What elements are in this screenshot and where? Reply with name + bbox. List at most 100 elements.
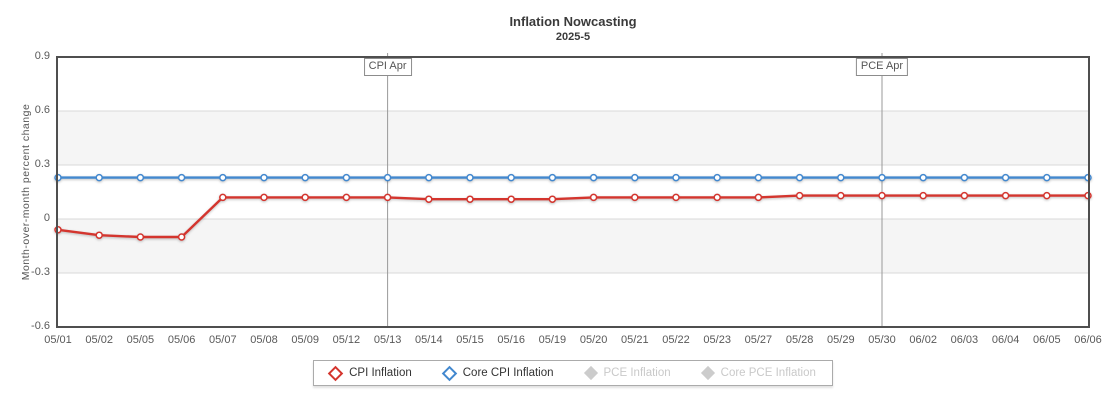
marker-core-cpi-inflation: [837, 173, 845, 182]
chart-title: Inflation Nowcasting: [509, 14, 637, 29]
marker-core-cpi-inflation: [177, 173, 186, 182]
marker-cpi-inflation: [960, 191, 969, 200]
x-tick-label: 05/29: [827, 334, 855, 346]
marker-core-cpi-inflation: [95, 173, 103, 182]
marker-cpi-inflation: [383, 193, 392, 202]
marker-cpi-inflation: [136, 233, 145, 241]
x-tick-label: 05/16: [497, 334, 525, 346]
y-tick-label: 0.9: [34, 50, 50, 62]
marker-cpi-inflation: [754, 193, 763, 202]
marker-cpi-inflation: [177, 233, 186, 241]
legend-item-core-cpi-inflation[interactable]: Core CPI Inflation: [441, 365, 554, 381]
x-tick-label: 06/05: [1033, 334, 1061, 346]
marker-cpi-inflation: [713, 193, 721, 202]
legend-item-cpi-inflation[interactable]: CPI Inflation: [327, 365, 412, 381]
legend-item-core-pce-inflation[interactable]: Core PCE Inflation: [700, 365, 816, 381]
marker-core-cpi-inflation: [713, 173, 721, 182]
x-tick-label: 05/12: [332, 334, 361, 346]
marker-core-cpi-inflation: [548, 173, 557, 182]
legend-item-label: PCE Inflation: [603, 367, 671, 379]
marker-cpi-inflation: [342, 193, 351, 202]
x-tick-label: 05/15: [456, 334, 484, 346]
x-tick-label: 05/07: [209, 334, 237, 346]
marker-core-cpi-inflation: [260, 173, 268, 182]
marker-cpi-inflation: [631, 193, 639, 202]
x-tick-label: 05/28: [785, 334, 814, 346]
marker-cpi-inflation: [878, 191, 886, 200]
x-tick-label: 05/01: [44, 334, 72, 346]
x-tick-label: 05/21: [621, 334, 649, 346]
line-cpi-inflation: [57, 194, 1088, 239]
marker-core-cpi-inflation: [342, 173, 351, 182]
marker-core-cpi-inflation: [1043, 173, 1051, 182]
y-tick-label: 0.6: [34, 104, 50, 116]
marker-core-cpi-inflation: [795, 173, 804, 182]
marker-cpi-inflation: [837, 191, 845, 200]
x-tick-label: 05/19: [538, 334, 567, 346]
alternating-band: [57, 219, 1089, 273]
marker-cpi-inflation: [507, 195, 515, 203]
chart-subtitle: 2025-5: [555, 31, 591, 43]
legend-item-pce-inflation[interactable]: PCE Inflation: [583, 365, 671, 381]
legend-box: CPI Inflation Core CPI Inflation PCE Infla…: [313, 360, 833, 386]
marker-cpi-inflation: [95, 231, 103, 239]
x-tick-label: 06/02: [909, 334, 937, 346]
x-tick-label: 05/22: [662, 334, 690, 346]
y-tick-label: -0.6: [31, 320, 50, 332]
x-tick-label: 05/14: [415, 334, 443, 346]
marker-core-cpi-inflation: [754, 173, 763, 182]
marker-core-cpi-inflation: [383, 173, 392, 182]
y-tick-label: 0: [43, 212, 50, 224]
x-tick-label: 05/05: [126, 334, 155, 346]
series-core-cpi-inflation: [54, 173, 1092, 182]
x-tick-label: 06/06: [1074, 334, 1102, 346]
x-tick-label: 05/13: [373, 334, 402, 346]
marker-core-cpi-inflation: [878, 173, 886, 182]
marker-core-cpi-inflation: [919, 173, 927, 182]
legend: CPI Inflation Core CPI Inflation PCE Infla…: [57, 360, 1089, 386]
x-tick-label: 05/27: [744, 334, 773, 346]
marker-cpi-inflation: [1001, 191, 1010, 200]
marker-core-cpi-inflation: [219, 173, 227, 182]
alternating-band: [57, 111, 1089, 165]
x-tick-label: 06/04: [991, 334, 1020, 346]
marker-core-cpi-inflation: [466, 173, 474, 182]
x-tick-label: 05/09: [291, 334, 319, 346]
marker-cpi-inflation: [589, 193, 598, 202]
marker-cpi-inflation: [672, 193, 680, 202]
x-tick-label: 05/20: [579, 334, 608, 346]
marker-core-cpi-inflation: [425, 173, 433, 182]
marker-cpi-inflation: [1043, 191, 1051, 200]
legend-item-label: Core CPI Inflation: [462, 367, 554, 379]
cpi-inflation-diamond-icon: [327, 365, 344, 381]
marker-cpi-inflation: [466, 195, 474, 203]
marker-core-cpi-inflation: [507, 173, 515, 182]
series-cpi-inflation: [54, 191, 1092, 241]
legend-item-label: CPI Inflation: [349, 367, 412, 379]
y-tick-label: 0.3: [34, 158, 50, 170]
marker-core-cpi-inflation: [1001, 173, 1010, 182]
marker-cpi-inflation: [425, 195, 433, 203]
marker-core-cpi-inflation: [301, 173, 309, 182]
core-pce-inflation-diamond-icon: [700, 365, 715, 381]
marker-cpi-inflation: [795, 191, 804, 200]
plot-border: [56, 56, 1090, 328]
event-label-cpi-apr: CPI Apr: [363, 58, 412, 76]
x-tick-label: 05/30: [868, 334, 896, 346]
x-tick-label: 05/08: [250, 334, 278, 346]
legend-item-label: Core PCE Inflation: [720, 367, 816, 379]
x-tick-label: 06/03: [950, 334, 979, 346]
marker-core-cpi-inflation: [672, 173, 680, 182]
core-cpi-inflation-diamond-icon: [441, 365, 458, 381]
x-tick-label: 05/06: [167, 334, 196, 346]
marker-core-cpi-inflation: [631, 173, 639, 182]
marker-cpi-inflation: [301, 193, 309, 202]
marker-core-cpi-inflation: [136, 173, 145, 182]
event-label-pce-apr: PCE Apr: [855, 58, 909, 76]
x-tick-label: 05/02: [85, 334, 113, 346]
marker-core-cpi-inflation: [960, 173, 969, 182]
marker-cpi-inflation: [260, 193, 268, 202]
marker-cpi-inflation: [219, 193, 227, 202]
